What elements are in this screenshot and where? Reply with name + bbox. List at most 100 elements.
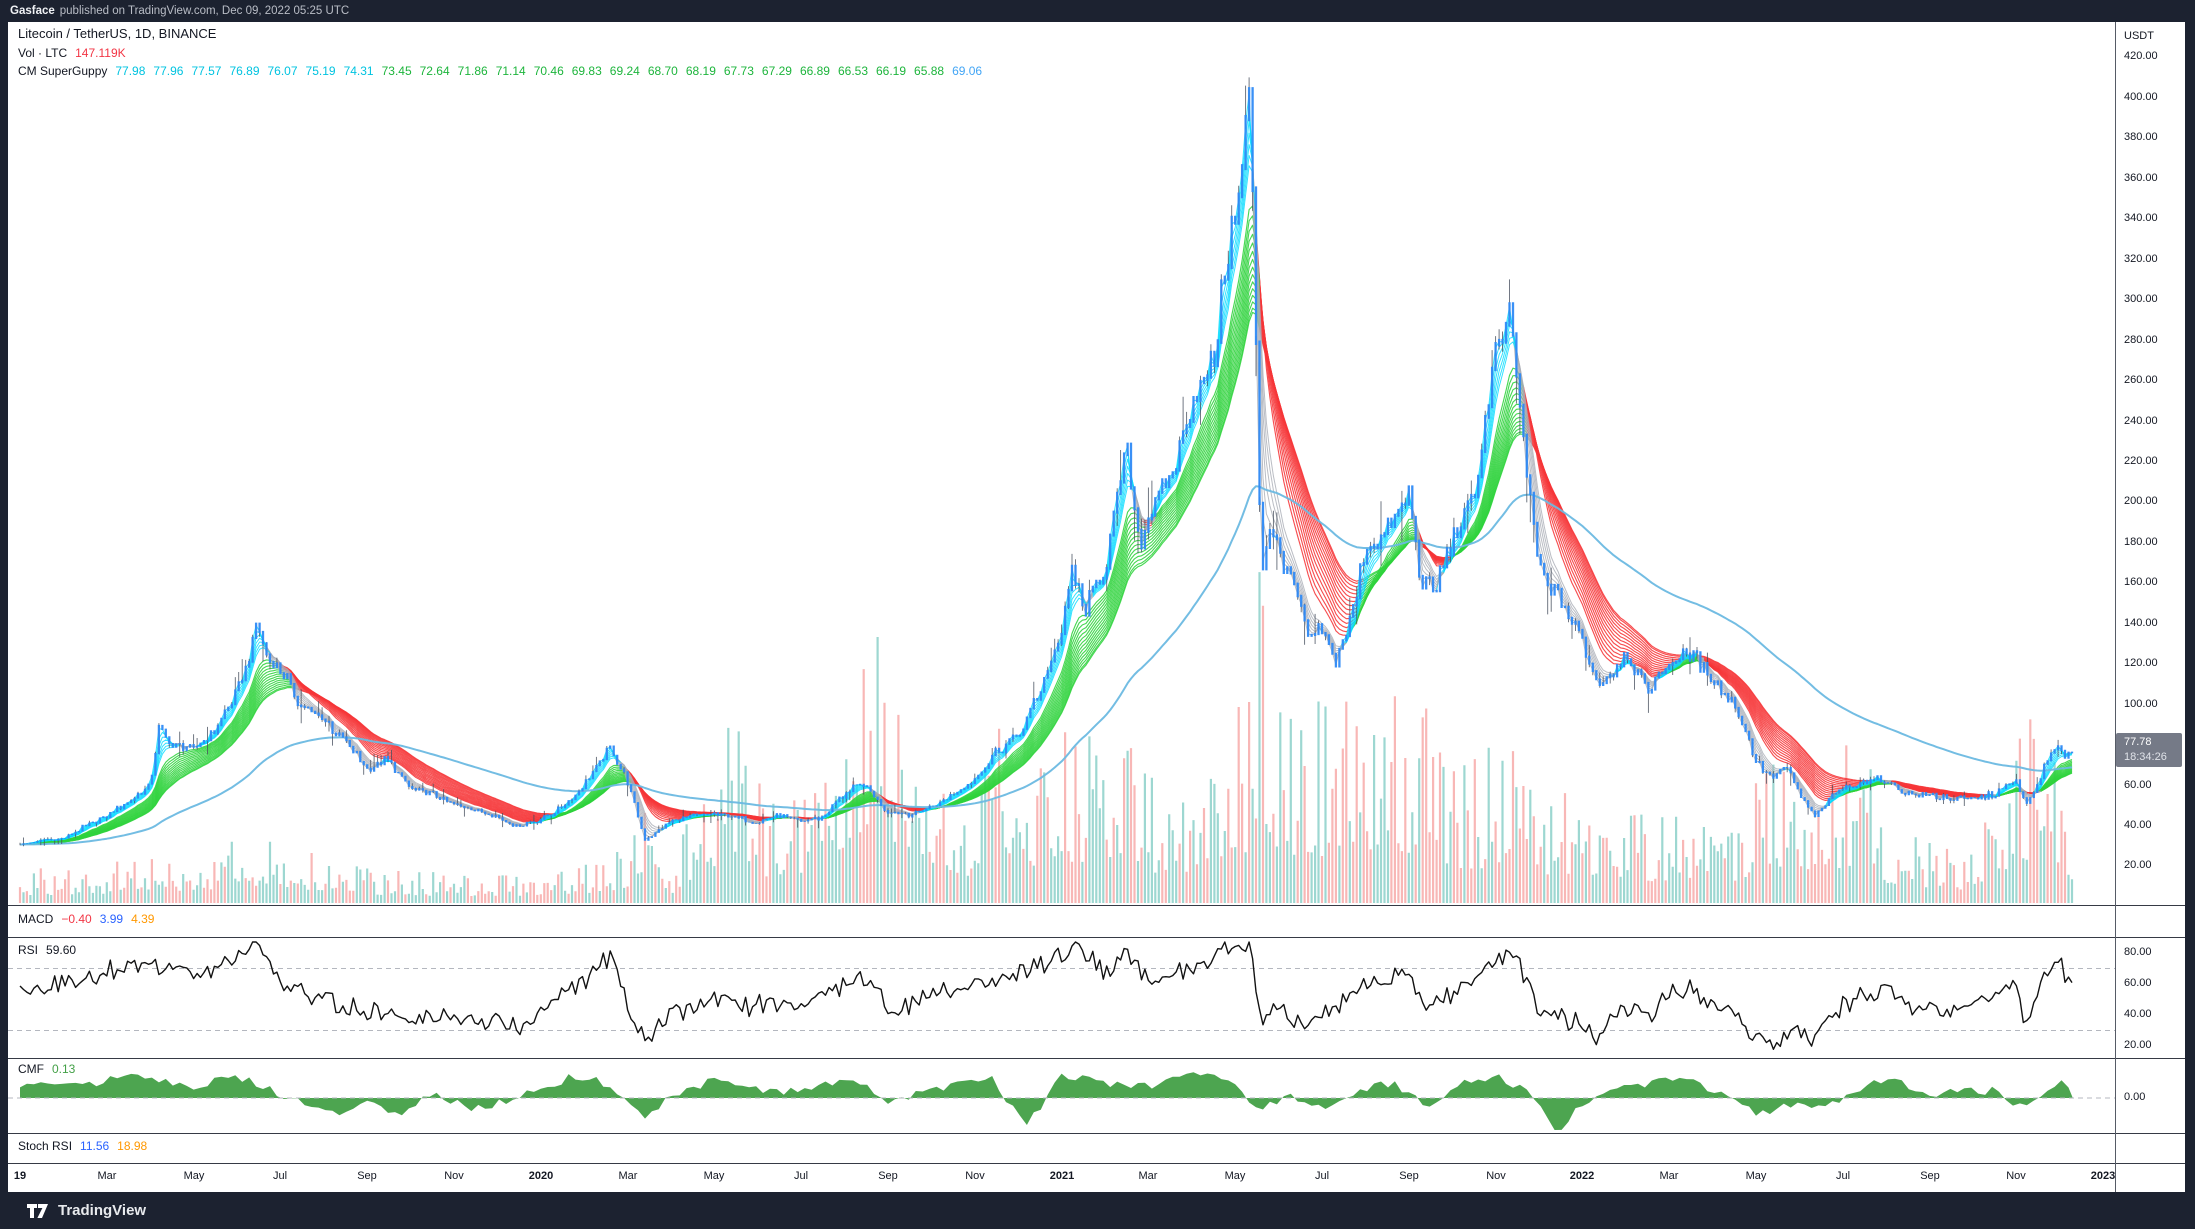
rsi-value: 59.60 bbox=[46, 943, 77, 957]
price-tick-label: 60.00 bbox=[2124, 779, 2152, 791]
attribution-bar: Gasface published on TradingView.com, De… bbox=[0, 0, 2195, 22]
rsi-tick-label: 20.00 bbox=[2124, 1039, 2152, 1051]
panel-separator[interactable] bbox=[8, 905, 2185, 906]
price-tick-label: 360.00 bbox=[2124, 172, 2158, 184]
guppy-fast-up bbox=[23, 155, 2073, 845]
guppy-fast-down bbox=[176, 160, 2034, 832]
attribution-author: Gasface bbox=[10, 5, 55, 17]
superguppy-slow-value: 73.45 bbox=[381, 64, 412, 78]
footer-bar: TradingView bbox=[0, 1192, 2195, 1229]
time-axis-month-label: May bbox=[703, 1170, 725, 1182]
guppy-fast-flat bbox=[51, 518, 1996, 841]
main-price-chart[interactable] bbox=[8, 22, 2115, 905]
price-tick-label: 400.00 bbox=[2124, 91, 2158, 103]
time-axis-year-label: 19 bbox=[13, 1170, 27, 1182]
guppy-slow-down bbox=[290, 301, 2038, 820]
rsi-panel[interactable] bbox=[8, 938, 2115, 1058]
macd-value: 4.39 bbox=[131, 912, 155, 926]
stoch-rsi-value: 18.98 bbox=[117, 1139, 148, 1153]
price-tick-label: 180.00 bbox=[2124, 536, 2158, 548]
macd-legend: MACD −0.40 3.99 4.39 bbox=[18, 912, 154, 926]
time-axis-year-label: 2021 bbox=[1049, 1170, 1075, 1182]
superguppy-slow-value: 65.88 bbox=[914, 64, 945, 78]
candle-bodies bbox=[22, 87, 2074, 845]
tradingview-logo-icon[interactable] bbox=[26, 1202, 50, 1220]
panel-separator[interactable] bbox=[8, 1058, 2185, 1059]
panel-separator[interactable] bbox=[8, 1133, 2185, 1134]
last-price-label: 77.78 18:34:26 bbox=[2116, 733, 2182, 767]
guppy-slow-up bbox=[30, 307, 2073, 845]
time-axis-month-label: Nov bbox=[444, 1170, 464, 1182]
time-axis-month-label: May bbox=[1745, 1170, 1767, 1182]
price-tick-label: 280.00 bbox=[2124, 334, 2158, 346]
time-axis[interactable]: 19 Mar May Jul Sep Nov 2020 Mar May Jul Sep Nov 2021… bbox=[8, 1164, 2185, 1192]
time-axis-month-label: May bbox=[1224, 1170, 1246, 1182]
macd-label: MACD bbox=[18, 912, 54, 926]
macd-values: −0.40 3.99 4.39 bbox=[61, 912, 154, 926]
superguppy-slow-value: 67.29 bbox=[761, 64, 792, 78]
time-axis-month-label: Nov bbox=[2006, 1170, 2026, 1182]
superguppy-fast-value: 77.98 bbox=[115, 64, 146, 78]
volume-bars-down bbox=[18, 605, 2067, 903]
volume-label: Vol · LTC bbox=[18, 46, 68, 60]
cmf-legend: CMF 0.13 bbox=[18, 1062, 75, 1076]
guppy-slow-up bbox=[26, 233, 2073, 845]
superguppy-slow-value: 67.73 bbox=[723, 64, 754, 78]
superguppy-slow-value: 71.14 bbox=[495, 64, 526, 78]
superguppy-slow-value: 68.70 bbox=[647, 64, 678, 78]
price-scale[interactable]: USDT 420.00 400.00 380.00 360.00 340.00 320.0… bbox=[2115, 22, 2185, 1163]
superguppy-fast-value: 77.57 bbox=[191, 64, 222, 78]
guppy-slow-down bbox=[290, 293, 2038, 820]
time-axis-month-label: Mar bbox=[97, 1170, 117, 1182]
ma-200-line bbox=[20, 485, 2073, 846]
guppy-slow-up bbox=[30, 311, 2073, 845]
guppy-fast-flat bbox=[51, 538, 1972, 841]
time-axis-year-label: 2020 bbox=[528, 1170, 554, 1182]
volume-bars-up bbox=[22, 572, 2074, 903]
guppy-fast-down bbox=[179, 166, 2038, 830]
time-axis-month-label: May bbox=[183, 1170, 205, 1182]
time-axis-month-label: Nov bbox=[965, 1170, 985, 1182]
price-tick-label: 340.00 bbox=[2124, 212, 2158, 224]
superguppy-fast-value: 77.96 bbox=[153, 64, 184, 78]
rsi-label: RSI bbox=[18, 943, 39, 957]
time-axis-month-label: Mar bbox=[1138, 1170, 1158, 1182]
footer-brand[interactable]: TradingView bbox=[58, 1202, 147, 1219]
time-axis-month-label: Mar bbox=[618, 1170, 638, 1182]
guppy-slow-up bbox=[26, 215, 2073, 845]
price-tick-label: 300.00 bbox=[2124, 293, 2158, 305]
time-axis-month-label: Jul bbox=[793, 1170, 809, 1182]
guppy-fast-down bbox=[172, 156, 2035, 834]
volume-legend: Vol · LTC 147.119K bbox=[18, 46, 126, 60]
time-axis-year-label: 2023 bbox=[2090, 1170, 2116, 1182]
superguppy-legend: CM SuperGuppy 77.98 77.96 77.57 76.89 76.07 7… bbox=[18, 64, 982, 78]
superguppy-slow-value: 72.64 bbox=[419, 64, 450, 78]
macd-value: 3.99 bbox=[99, 912, 124, 926]
superguppy-fast-value: 76.07 bbox=[267, 64, 298, 78]
superguppy-fast-value: 74.31 bbox=[343, 64, 374, 78]
price-tick-label: 20.00 bbox=[2124, 859, 2152, 871]
guppy-slow-up bbox=[26, 242, 2073, 845]
panel-separator[interactable] bbox=[8, 937, 2185, 938]
cmf-area bbox=[20, 1072, 2073, 1130]
price-tick-label: 240.00 bbox=[2124, 415, 2158, 427]
price-tick-label: 160.00 bbox=[2124, 576, 2158, 588]
superguppy-slow-value: 66.53 bbox=[837, 64, 868, 78]
guppy-fast-flat bbox=[19, 508, 1986, 845]
cmf-value: 0.13 bbox=[52, 1062, 76, 1076]
time-axis-month-label: Nov bbox=[1486, 1170, 1506, 1182]
superguppy-slow-value: 66.89 bbox=[799, 64, 830, 78]
price-tick-label: 260.00 bbox=[2124, 374, 2158, 386]
macd-value: −0.40 bbox=[61, 912, 92, 926]
superguppy-last-value: 69.06 bbox=[952, 64, 983, 78]
last-price-value: 77.78 bbox=[2124, 736, 2152, 748]
stoch-rsi-value: 11.56 bbox=[80, 1139, 110, 1153]
price-tick-label: 200.00 bbox=[2124, 495, 2158, 507]
volume-value: 147.119K bbox=[75, 46, 126, 60]
price-tick-label: 140.00 bbox=[2124, 617, 2158, 629]
cmf-panel[interactable] bbox=[8, 1059, 2115, 1133]
rsi-tick-label: 40.00 bbox=[2124, 1008, 2152, 1020]
guppy-slow-down bbox=[283, 282, 2038, 822]
superguppy-slow-value: 70.46 bbox=[533, 64, 564, 78]
